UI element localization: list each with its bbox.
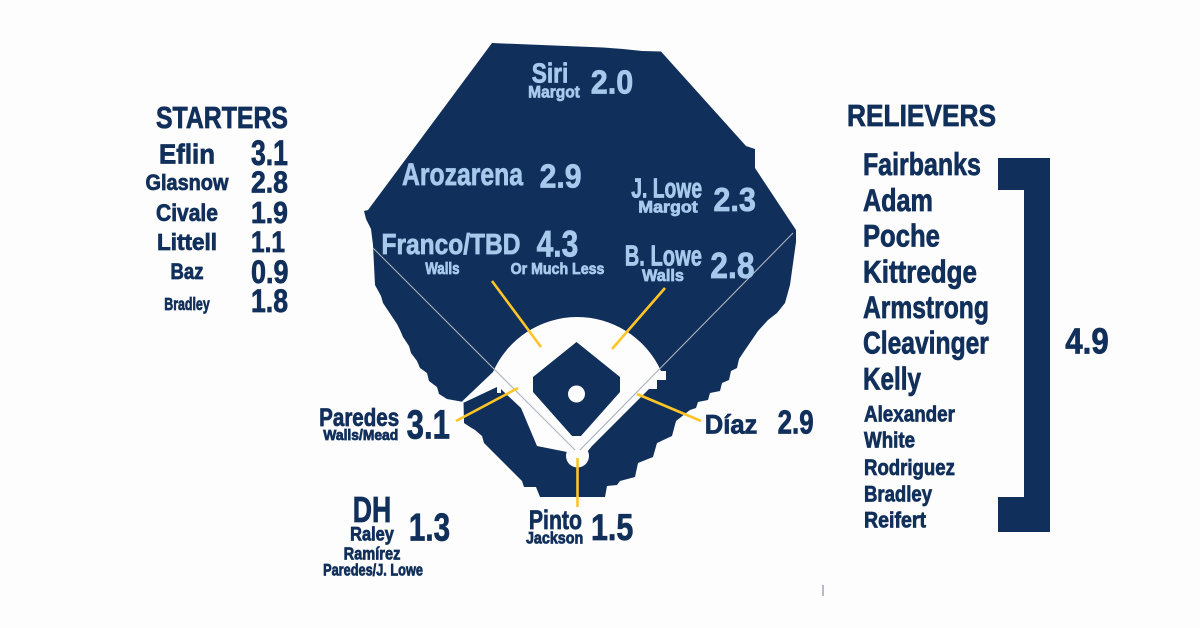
svg-text:Kelly: Kelly — [863, 361, 921, 396]
svg-text:1.8: 1.8 — [251, 284, 288, 320]
svg-text:3.1: 3.1 — [251, 133, 288, 172]
svg-text:Ramírez: Ramírez — [344, 544, 401, 564]
svg-text:Raley: Raley — [350, 523, 394, 544]
svg-text:4.9: 4.9 — [1065, 321, 1108, 362]
svg-text:2.8: 2.8 — [251, 166, 288, 200]
svg-text:Paredes/J. Lowe: Paredes/J. Lowe — [323, 562, 423, 580]
svg-text:Walls/Mead: Walls/Mead — [323, 428, 398, 444]
svg-text:1.5: 1.5 — [591, 507, 633, 549]
svg-text:2.9: 2.9 — [778, 404, 814, 441]
svg-text:B. Lowe: B. Lowe — [625, 240, 702, 273]
svg-text:J. Lowe: J. Lowe — [631, 173, 702, 204]
svg-text:Armstrong: Armstrong — [863, 289, 989, 325]
svg-text:Baz: Baz — [171, 259, 204, 284]
svg-text:Paredes: Paredes — [319, 403, 399, 431]
svg-text:Littell: Littell — [157, 229, 217, 255]
svg-text:RELIEVERS: RELIEVERS — [847, 99, 996, 133]
svg-text:1.3: 1.3 — [409, 507, 450, 550]
svg-text:Siri: Siri — [532, 59, 569, 90]
svg-text:2.3: 2.3 — [713, 181, 755, 219]
svg-text:Alexander: Alexander — [864, 402, 955, 427]
svg-text:Kittredge: Kittredge — [863, 255, 977, 290]
svg-text:Eflin: Eflin — [159, 139, 215, 170]
svg-text:Reifert: Reifert — [864, 508, 926, 533]
svg-text:Poche: Poche — [863, 219, 940, 254]
svg-text:1.9: 1.9 — [251, 196, 288, 230]
svg-text:STARTERS: STARTERS — [156, 101, 288, 135]
svg-text:Pinto: Pinto — [529, 506, 582, 536]
svg-text:Bradley: Bradley — [164, 295, 210, 315]
svg-text:Glasnow: Glasnow — [146, 171, 229, 195]
svg-text:Franco/TBD: Franco/TBD — [382, 228, 521, 260]
svg-text:Margot: Margot — [528, 84, 580, 102]
svg-text:2.9: 2.9 — [540, 157, 582, 195]
svg-text:DH: DH — [353, 489, 391, 530]
svg-text:0.9: 0.9 — [251, 255, 288, 291]
svg-text:Cleavinger: Cleavinger — [863, 325, 989, 361]
svg-text:Arozarena: Arozarena — [402, 157, 523, 193]
svg-text:Or Much Less: Or Much Less — [511, 260, 605, 278]
svg-text:Walls: Walls — [642, 266, 684, 285]
svg-text:White: White — [864, 428, 915, 453]
svg-text:Walls: Walls — [425, 260, 459, 279]
svg-text:Civale: Civale — [156, 200, 218, 227]
svg-text:Jackson: Jackson — [526, 530, 583, 548]
svg-text:Adam: Adam — [863, 183, 933, 218]
svg-text:3.1: 3.1 — [407, 401, 450, 447]
svg-text:1.1: 1.1 — [251, 224, 285, 258]
svg-text:Díaz: Díaz — [705, 409, 758, 440]
svg-text:Rodriguez: Rodriguez — [864, 455, 955, 480]
svg-text:2.0: 2.0 — [591, 63, 633, 101]
svg-text:2.8: 2.8 — [710, 246, 754, 286]
svg-text:Margot: Margot — [638, 197, 698, 217]
svg-text:4.3: 4.3 — [537, 223, 579, 265]
svg-text:Bradley: Bradley — [864, 482, 932, 507]
svg-text:Fairbanks: Fairbanks — [863, 147, 981, 182]
